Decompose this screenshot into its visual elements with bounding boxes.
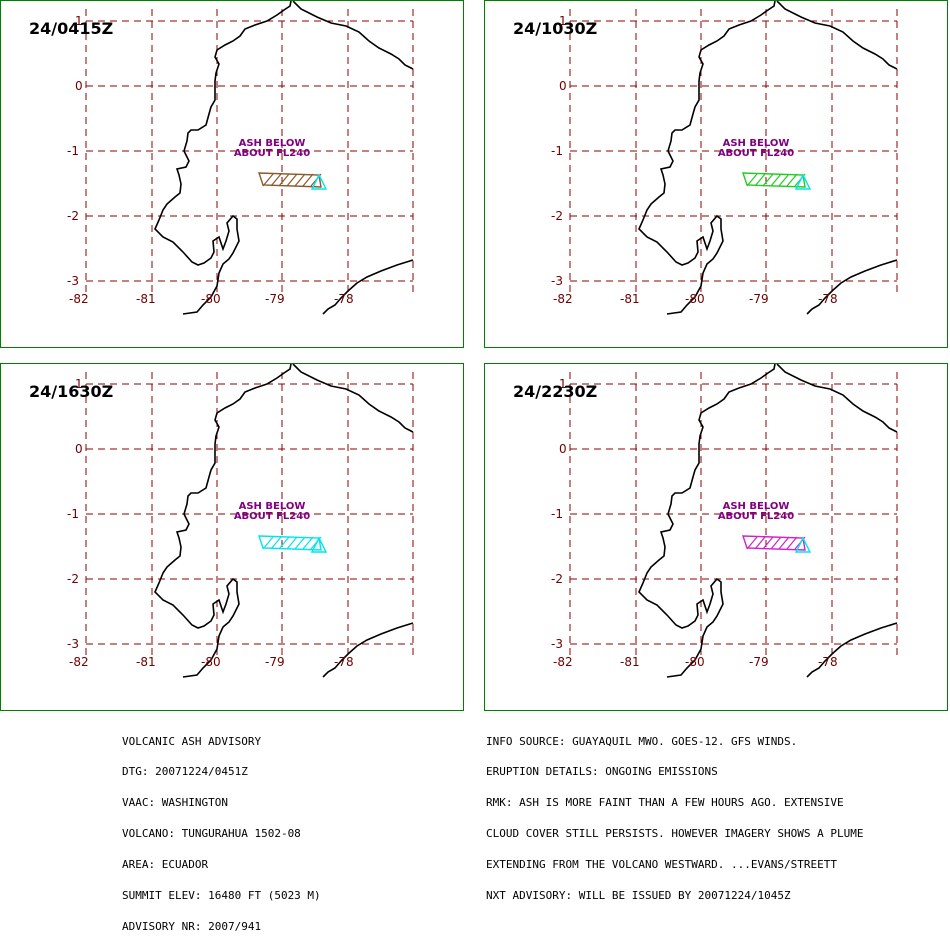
latitude-label: -2 <box>67 572 79 586</box>
ash-label-line2: ABOUT FL240 <box>717 148 795 159</box>
latitude-label: -2 <box>551 572 563 586</box>
latitude-label: -3 <box>551 637 563 651</box>
map-canvas <box>569 364 898 678</box>
advisory-line: AREA: ECUADOR <box>122 858 209 872</box>
longitude-label: -81 <box>620 655 640 669</box>
ash-label-line2: ABOUT FL240 <box>717 511 795 522</box>
latitude-label: -2 <box>551 209 563 223</box>
panel-time-label: 24/1630Z <box>29 382 114 401</box>
latitude-label: -1 <box>67 507 79 521</box>
ash-level-label: ASH BELOW ABOUT FL240 <box>711 139 801 159</box>
advisory-line: ADVISORY NR: 2007/941 <box>122 919 262 933</box>
advisory-line: VOLCANO: TUNGURAHUA 1502-08 <box>122 827 301 841</box>
map-panel: 24/1630Z ASH BELOW ABOUT FL240 1 0 -1 -2 -3 -82 -… <box>0 363 464 711</box>
ash-label-line1: ASH BELOW <box>238 501 306 512</box>
longitude-label: -82 <box>69 292 89 306</box>
latitude-label: -1 <box>551 507 563 521</box>
longitude-label: -80 <box>201 292 221 306</box>
border-line <box>776 1 898 70</box>
border-line <box>292 1 414 70</box>
advisory-line: VAAC: WASHINGTON <box>122 796 228 810</box>
coastline <box>154 364 292 678</box>
panel-time-label: 24/2230Z <box>513 382 598 401</box>
longitude-label: -79 <box>265 292 285 306</box>
ash-cloud-outline <box>258 535 322 551</box>
longitude-label: -80 <box>201 655 221 669</box>
latitude-label: -3 <box>67 274 79 288</box>
border-line <box>776 364 898 433</box>
latitude-label: -2 <box>67 209 79 223</box>
map-canvas <box>569 1 898 315</box>
remarks-line: ERUPTION DETAILS: ONGOING EMISSIONS <box>486 765 718 779</box>
remarks-line: CLOUD COVER STILL PERSISTS. HOWEVER IMAG… <box>486 827 864 841</box>
border-line <box>292 364 414 433</box>
latitude-label: 0 <box>75 442 83 456</box>
map-panel: 24/2230Z ASH BELOW ABOUT FL240 1 0 -1 -2 -3 -82 -… <box>484 363 948 711</box>
latitude-label: 0 <box>559 442 567 456</box>
latitude-label: 0 <box>75 79 83 93</box>
map-canvas <box>85 1 414 315</box>
coastline <box>638 364 776 678</box>
advisory-line: DTG: 20071224/0451Z <box>122 765 248 779</box>
remarks-line: INFO SOURCE: GUAYAQUIL MWO. GOES-12. GFS… <box>486 734 798 748</box>
longitude-label: -81 <box>136 655 156 669</box>
longitude-label: -81 <box>136 292 156 306</box>
ash-cloud-outline <box>258 172 322 188</box>
latitude-label: 1 <box>75 377 83 391</box>
coastline-southeast <box>806 259 898 315</box>
latitude-label: 1 <box>559 14 567 28</box>
longitude-label: -79 <box>265 655 285 669</box>
longitude-label: -81 <box>620 292 640 306</box>
longitude-label: -82 <box>69 655 89 669</box>
coastline-southeast <box>322 622 414 678</box>
longitude-label: -78 <box>334 292 354 306</box>
ash-label-line1: ASH BELOW <box>722 501 790 512</box>
coastline <box>638 1 776 315</box>
advisory-line: SUMMIT ELEV: 16480 FT (5023 M) <box>122 889 321 903</box>
ash-label-line1: ASH BELOW <box>238 138 306 149</box>
panel-time-label: 24/0415Z <box>29 19 114 38</box>
map-canvas <box>85 364 414 678</box>
remarks-line: EXTENDING FROM THE VOLCANO WESTWARD. ...… <box>486 858 837 872</box>
coastline <box>154 1 292 315</box>
advisory-header-block: VOLCANIC ASH ADVISORY DTG: 20071224/0451… <box>122 716 321 943</box>
coastline-southeast <box>806 622 898 678</box>
longitude-label: -79 <box>749 655 769 669</box>
ash-cloud-outline <box>742 172 806 188</box>
advisory-remarks-block: INFO SOURCE: GUAYAQUIL MWO. GOES-12. GFS… <box>486 716 864 912</box>
volcano-triangle-icon <box>794 536 812 553</box>
coastline-southeast <box>322 259 414 315</box>
ash-label-line2: ABOUT FL240 <box>233 148 311 159</box>
map-panel: 24/0415Z ASH BELOW ABOUT FL240 1 0 -1 -2 -3 -82 -… <box>0 0 464 348</box>
latitude-label: 1 <box>75 14 83 28</box>
longitude-label: -78 <box>818 655 838 669</box>
latitude-label: -3 <box>67 637 79 651</box>
remarks-line: NXT ADVISORY: WILL BE ISSUED BY 20071224… <box>486 889 791 903</box>
advisory-line: VOLCANIC ASH ADVISORY <box>122 734 262 748</box>
ash-level-label: ASH BELOW ABOUT FL240 <box>711 502 801 522</box>
longitude-label: -79 <box>749 292 769 306</box>
latitude-label: -3 <box>551 274 563 288</box>
longitude-label: -78 <box>334 655 354 669</box>
longitude-label: -82 <box>553 655 573 669</box>
volcano-triangle-icon <box>794 173 812 190</box>
longitude-label: -80 <box>685 292 705 306</box>
latitude-label: -1 <box>67 144 79 158</box>
remarks-line: RMK: ASH IS MORE FAINT THAN A FEW HOURS … <box>486 796 844 810</box>
longitude-label: -78 <box>818 292 838 306</box>
panel-time-label: 24/1030Z <box>513 19 598 38</box>
volcano-triangle-icon <box>310 536 328 553</box>
map-panel: 24/1030Z ASH BELOW ABOUT FL240 1 0 -1 -2 -3 -82 -… <box>484 0 948 348</box>
volcano-triangle-icon <box>310 173 328 190</box>
latitude-label: 0 <box>559 79 567 93</box>
longitude-label: -82 <box>553 292 573 306</box>
longitude-label: -80 <box>685 655 705 669</box>
ash-level-label: ASH BELOW ABOUT FL240 <box>227 139 317 159</box>
ash-label-line1: ASH BELOW <box>722 138 790 149</box>
latitude-label: 1 <box>559 377 567 391</box>
latitude-label: -1 <box>551 144 563 158</box>
ash-level-label: ASH BELOW ABOUT FL240 <box>227 502 317 522</box>
ash-cloud-outline <box>742 535 806 551</box>
ash-label-line2: ABOUT FL240 <box>233 511 311 522</box>
